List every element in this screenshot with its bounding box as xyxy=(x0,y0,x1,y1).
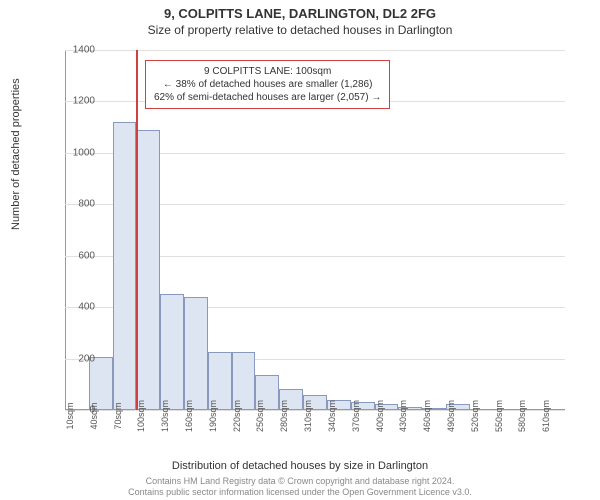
x-axis-label: Distribution of detached houses by size … xyxy=(0,460,600,472)
grid-line xyxy=(65,50,565,51)
y-tick-label: 800 xyxy=(55,199,95,210)
y-tick-label: 400 xyxy=(55,302,95,313)
footer-attribution: Contains HM Land Registry data © Crown c… xyxy=(0,476,600,498)
property-marker-line xyxy=(136,50,138,410)
y-tick-label: 200 xyxy=(55,353,95,364)
annotation-line3: 62% of semi-detached houses are larger (… xyxy=(154,91,381,104)
chart-container: 9, COLPITTS LANE, DARLINGTON, DL2 2FG Si… xyxy=(0,0,600,500)
histogram-bar xyxy=(184,297,208,410)
histogram-bar xyxy=(136,130,160,410)
histogram-bar xyxy=(113,122,137,410)
y-tick-label: 0 xyxy=(55,405,95,416)
y-tick-label: 1000 xyxy=(55,147,95,158)
y-tick-label: 1400 xyxy=(55,45,95,56)
y-tick-label: 1200 xyxy=(55,96,95,107)
histogram-bar xyxy=(160,294,184,410)
annotation-line2: ← 38% of detached houses are smaller (1,… xyxy=(154,78,381,91)
annotation-box: 9 COLPITTS LANE: 100sqm← 38% of detached… xyxy=(145,60,390,109)
y-tick-label: 600 xyxy=(55,250,95,261)
chart-address-title: 9, COLPITTS LANE, DARLINGTON, DL2 2FG xyxy=(0,0,600,21)
plot-area: 10sqm40sqm70sqm100sqm130sqm160sqm190sqm2… xyxy=(65,50,565,410)
annotation-line1: 9 COLPITTS LANE: 100sqm xyxy=(154,65,381,78)
footer-line2: Contains public sector information licen… xyxy=(0,487,600,498)
footer-line1: Contains HM Land Registry data © Crown c… xyxy=(0,476,600,487)
y-axis-label: Number of detached properties xyxy=(10,78,22,230)
chart-subtitle: Size of property relative to detached ho… xyxy=(0,23,600,37)
